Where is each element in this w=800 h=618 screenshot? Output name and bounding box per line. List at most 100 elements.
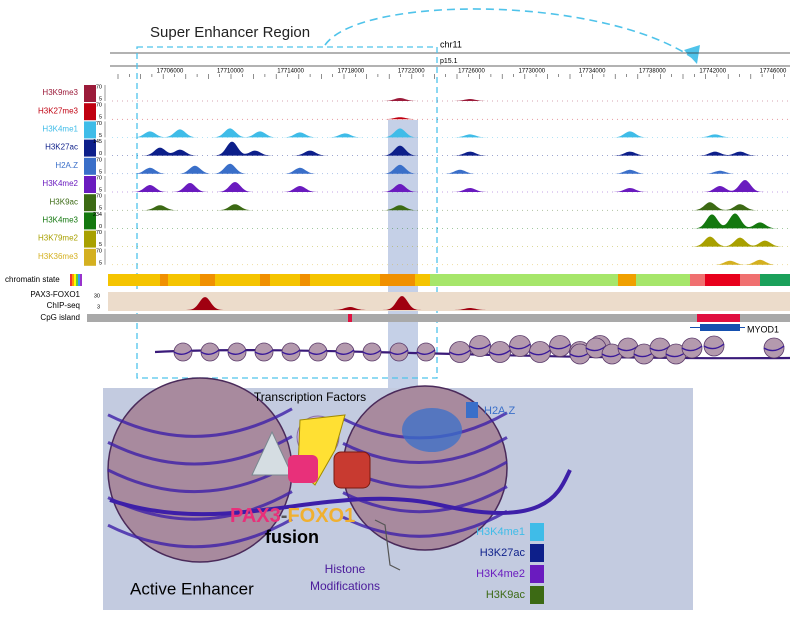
- big-wrap: [107, 407, 293, 438]
- tf-red: [333, 451, 371, 489]
- super-enhancer-box: [136, 46, 438, 379]
- chip-scale-max: 30: [94, 293, 100, 299]
- cpg-bar: [87, 314, 790, 322]
- coordinate: 17734000: [579, 69, 606, 75]
- h2az-patch: [402, 408, 462, 452]
- scale-min: 5: [99, 242, 102, 248]
- fusion-part: PAX3: [230, 505, 281, 527]
- scale-min: 5: [99, 133, 102, 139]
- h2az-swatch: [466, 402, 478, 418]
- nucleosome-wrap: [489, 349, 511, 356]
- nucleosome-wrap: [254, 349, 274, 355]
- nucleosome-wrap: [509, 343, 531, 350]
- state-segment: [690, 274, 705, 286]
- scale-max: 70: [96, 103, 102, 109]
- state-segment: [430, 274, 618, 286]
- track-swatch: [84, 85, 96, 102]
- track-name: H3K4me1: [42, 125, 78, 134]
- scale-max: 70: [96, 175, 102, 181]
- nucleosome-wrap: [416, 349, 436, 355]
- chip-label: ChIP-seq: [47, 301, 80, 310]
- state-key: [80, 274, 82, 286]
- state-segment: [260, 274, 270, 286]
- track-swatch: [84, 157, 96, 175]
- region-title: Super Enhancer Region: [150, 24, 310, 41]
- track-swatch: [84, 139, 96, 157]
- track-swatch: [84, 103, 96, 121]
- nucleosome-wrap: [703, 343, 725, 350]
- fusion-word: fusion: [265, 527, 319, 547]
- scale-max: 70: [96, 84, 102, 90]
- track-name: H3K4me2: [42, 179, 78, 188]
- track-name: H3K79me2: [38, 234, 79, 243]
- histone-label: Histone: [325, 562, 366, 576]
- nucleosome-wrap: [449, 349, 471, 356]
- scale-max: 145: [93, 139, 102, 145]
- coordinate: 17726000: [458, 69, 485, 75]
- nucleosome-wrap: [227, 349, 247, 355]
- fusion-part: FOXO1: [287, 505, 355, 527]
- big-wrap: [107, 517, 293, 549]
- mod-label: H3K9ac: [486, 589, 526, 601]
- state-segment: [636, 274, 690, 286]
- nucleosome-wrap: [200, 349, 220, 355]
- state-segment: [168, 274, 200, 286]
- scale-max: 70: [96, 194, 102, 200]
- state-segment: [215, 274, 260, 286]
- nucleosome-wrap: [549, 343, 571, 350]
- fusion-part: -: [281, 505, 288, 527]
- track-swatch: [84, 121, 96, 139]
- signal: [112, 180, 790, 192]
- track-name: H3K4me3: [42, 216, 78, 225]
- nucleosome-wrap: [763, 345, 785, 352]
- nucleosome-wrap: [469, 343, 491, 350]
- scale-max: 70: [96, 157, 102, 163]
- state-segment: [705, 274, 740, 286]
- arrow-head: [684, 45, 700, 64]
- scale-min: 5: [99, 206, 102, 212]
- signal: [112, 98, 790, 101]
- big-dna: [109, 469, 572, 517]
- state-segment: [415, 274, 430, 286]
- nucleosome-wrap: [681, 345, 703, 352]
- cpg-label: CpG island: [40, 313, 80, 322]
- coordinate: 17718000: [338, 69, 365, 75]
- signal: [112, 202, 790, 211]
- nucleosome-wrap: [308, 349, 328, 355]
- nucleosome-wrap: [362, 349, 382, 355]
- coordinate: 17714000: [277, 69, 304, 75]
- coordinate: 17730000: [518, 69, 545, 75]
- cpg-island: [348, 314, 352, 322]
- tf-triangle: [251, 430, 293, 476]
- nucleosome-wrap: [281, 349, 301, 355]
- chromatin-label: chromatin state: [5, 275, 60, 284]
- nucleosome-wrap: [389, 349, 409, 355]
- tf-pink: [288, 455, 318, 483]
- scale-min: 0: [99, 151, 102, 157]
- tf-label: Transcription Factors: [254, 390, 366, 404]
- mod-label: H3K4me1: [476, 526, 525, 538]
- state-key: [76, 274, 78, 286]
- signal: [112, 141, 790, 156]
- mod-swatch: [530, 523, 544, 541]
- state-segment: [760, 274, 790, 286]
- signal: [112, 213, 790, 229]
- chip-scale-min: 3: [97, 304, 100, 310]
- track-swatch: [84, 212, 96, 230]
- coordinate: 17746000: [760, 69, 787, 75]
- nucleosome-wrap: [173, 349, 193, 355]
- track-name: H3K9ac: [50, 197, 78, 206]
- coordinate: 17706000: [157, 69, 184, 75]
- histone-label: Modifications: [310, 579, 380, 593]
- coordinate: 17738000: [639, 69, 666, 75]
- band: p15.1: [440, 58, 458, 65]
- scale-max: 70: [96, 121, 102, 127]
- coordinate: 17722000: [398, 69, 425, 75]
- state-segment: [380, 274, 415, 286]
- modification-tail: [374, 519, 401, 571]
- state-key: [74, 274, 76, 286]
- track-name: H2A.Z: [55, 161, 78, 170]
- track-swatch: [84, 194, 96, 212]
- state-segment: [160, 274, 168, 286]
